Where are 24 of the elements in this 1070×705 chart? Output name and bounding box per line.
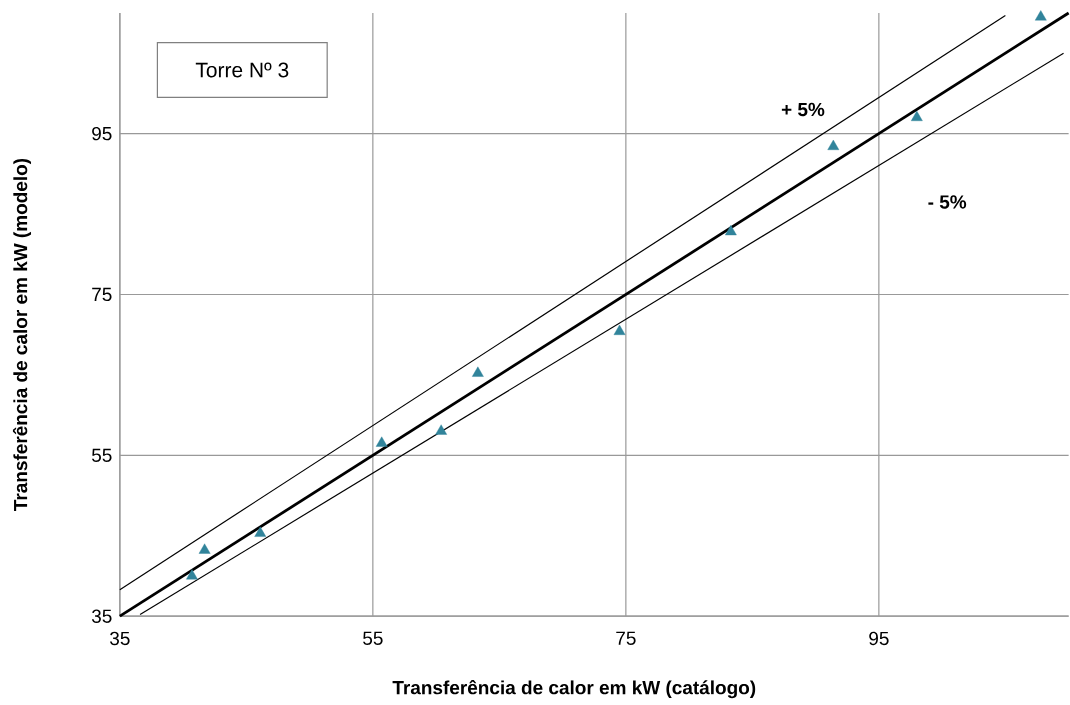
- y-tick-label: 35: [91, 609, 112, 623]
- annotation: + 5%: [781, 102, 825, 117]
- y-axis-title: Transferência de calor em kW (modelo): [12, 158, 32, 511]
- point: [375, 436, 388, 447]
- point: [198, 543, 211, 554]
- x-tick-label: 95: [869, 631, 889, 646]
- x-tick-label: 75: [616, 631, 636, 645]
- point: [254, 526, 267, 537]
- y-tick-label: 95: [92, 126, 112, 141]
- point: [435, 424, 447, 435]
- point: [613, 324, 626, 335]
- point: [725, 225, 737, 236]
- point: [1034, 10, 1047, 21]
- x-tick-label: 35: [110, 631, 130, 646]
- y-tick-label: 75: [92, 287, 112, 302]
- point: [472, 366, 484, 377]
- point: [910, 110, 923, 121]
- text: Torre Nº 3: [195, 62, 289, 78]
- x-axis-title: Transferência de calor em kW (catálogo): [392, 679, 756, 699]
- x-tick-label: 55: [363, 631, 383, 645]
- point: [186, 569, 198, 580]
- y-tick-label: 55: [91, 448, 112, 462]
- annotation: - 5%: [928, 195, 967, 209]
- point: [827, 139, 840, 150]
